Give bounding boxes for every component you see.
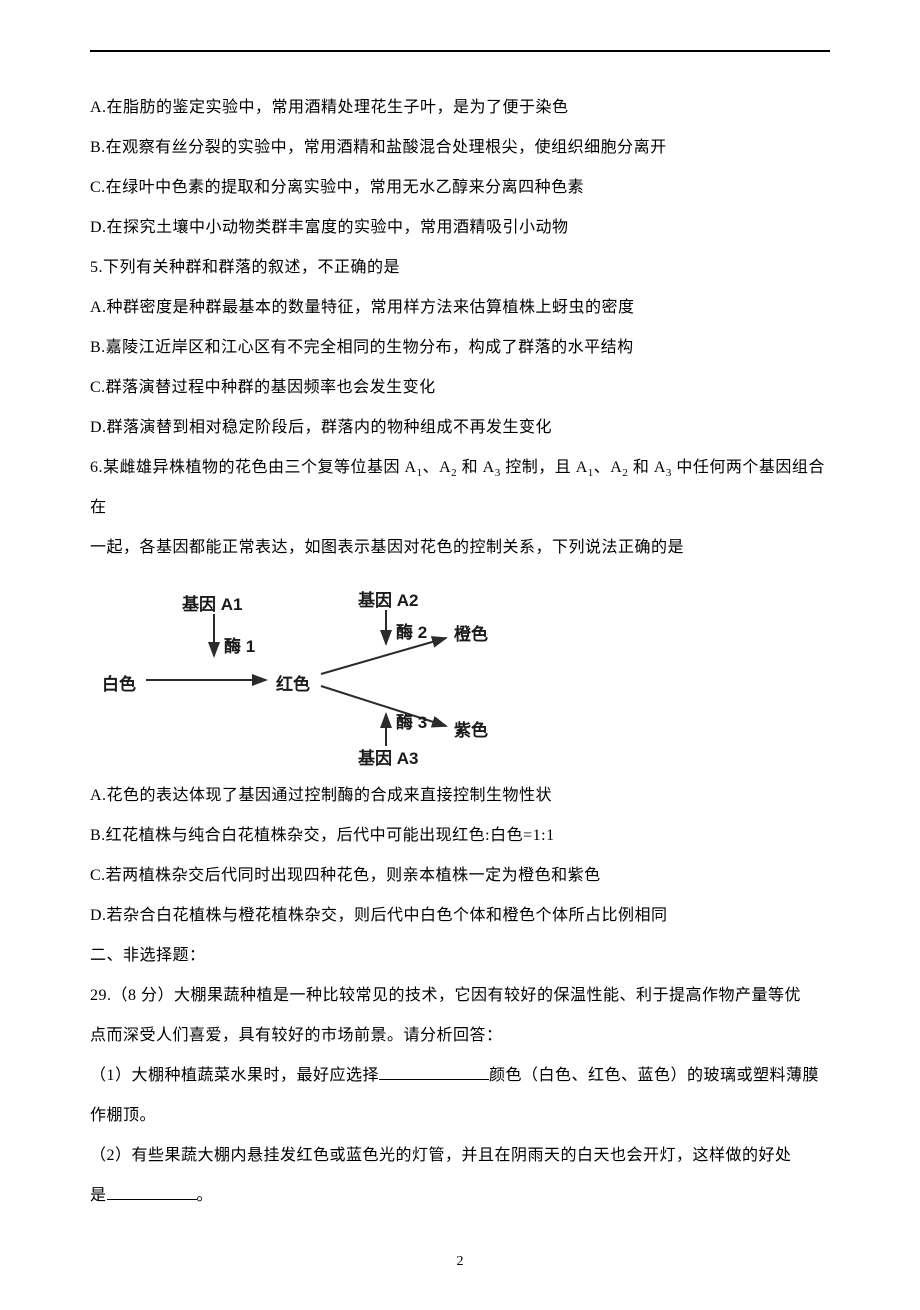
q4-option-d: D.在探究土壤中小动物类群丰富度的实验中，常用酒精吸引小动物 bbox=[90, 208, 830, 248]
label-enz1: 酶 1 bbox=[224, 632, 255, 657]
q5-option-d: D.群落演替到相对稳定阶段后，群落内的物种组成不再发生变化 bbox=[90, 408, 830, 448]
q5-option-a: A.种群密度是种群最基本的数量特征，常用样方法来估算植株上蚜虫的密度 bbox=[90, 288, 830, 328]
document-page: A.在脂肪的鉴定实验中，常用酒精处理花生子叶，是为了便于染色 B.在观察有丝分裂… bbox=[0, 0, 920, 1310]
q29-stem-line1: 29.（8 分）大棚果蔬种植是一种比较常见的技术，它因有较好的保温性能、利于提高… bbox=[90, 976, 830, 1016]
q6-option-d: D.若杂合白花植株与橙花植株杂交，则后代中白色个体和橙色个体所占比例相同 bbox=[90, 896, 830, 936]
q29-p2c: 。 bbox=[197, 1187, 214, 1204]
q6-stem-d: 控制，且 A bbox=[501, 459, 588, 476]
label-enz3: 酶 3 bbox=[396, 708, 427, 733]
q29-part1-line1: （1）大棚种植蔬菜水果时，最好应选择 颜色（白色、红色、蓝色）的玻璃或塑料薄膜 bbox=[90, 1056, 830, 1096]
label-white: 白色 bbox=[102, 670, 136, 695]
q29-part2-line2: 是。 bbox=[90, 1176, 830, 1216]
q6-stem-line1: 6.某雌雄异株植物的花色由三个复等位基因 A1、A2 和 A3 控制，且 A1、… bbox=[90, 448, 830, 528]
q29-p2b: 是 bbox=[90, 1187, 107, 1204]
label-gene-a2: 基因 A2 bbox=[358, 586, 418, 611]
label-gene-a1: 基因 A1 bbox=[182, 590, 242, 615]
label-enz2: 酶 2 bbox=[396, 618, 427, 643]
q29-part1-line2: 作棚顶。 bbox=[90, 1096, 830, 1136]
q4-option-b: B.在观察有丝分裂的实验中，常用酒精和盐酸混合处理根尖，使组织细胞分离开 bbox=[90, 128, 830, 168]
page-number: 2 bbox=[90, 1254, 830, 1270]
top-rule bbox=[90, 50, 830, 52]
q6-stem-b: 、A bbox=[423, 459, 452, 476]
q4-option-a: A.在脂肪的鉴定实验中，常用酒精处理花生子叶，是为了便于染色 bbox=[90, 88, 830, 128]
label-red: 红色 bbox=[276, 670, 310, 695]
q4-option-c: C.在绿叶中色素的提取和分离实验中，常用无水乙醇来分离四种色素 bbox=[90, 168, 830, 208]
q6-stem-c: 和 A bbox=[457, 459, 495, 476]
label-purple: 紫色 bbox=[454, 716, 488, 741]
q5-option-c: C.群落演替过程中种群的基因频率也会发生变化 bbox=[90, 368, 830, 408]
label-orange: 橙色 bbox=[454, 620, 488, 645]
q29-stem-line2: 点而深受人们喜爱，具有较好的市场前景。请分析回答： bbox=[90, 1016, 830, 1056]
section-2-heading: 二、非选择题： bbox=[90, 936, 830, 976]
blank-color bbox=[379, 1063, 489, 1080]
q6-stem-e: 、A bbox=[594, 459, 623, 476]
q6-option-c: C.若两植株杂交后代同时出现四种花色，则亲本植株一定为橙色和紫色 bbox=[90, 856, 830, 896]
q5-stem: 5.下列有关种群和群落的叙述，不正确的是 bbox=[90, 248, 830, 288]
q6-stem-line2: 一起，各基因都能正常表达，如图表示基因对花色的控制关系，下列说法正确的是 bbox=[90, 528, 830, 568]
q5-option-b: B.嘉陵江近岸区和江心区有不完全相同的生物分布，构成了群落的水平结构 bbox=[90, 328, 830, 368]
q6-stem-a: 6.某雌雄异株植物的花色由三个复等位基因 A bbox=[90, 459, 417, 476]
q29-part2-line1: （2）有些果蔬大棚内悬挂发红色或蓝色光的灯管，并且在阴雨天的白天也会开灯，这样做… bbox=[90, 1136, 830, 1176]
q29-p1a: （1）大棚种植蔬菜水果时，最好应选择 bbox=[90, 1067, 379, 1084]
q29-p1b: 颜色（白色、红色、蓝色）的玻璃或塑料薄膜 bbox=[489, 1067, 819, 1084]
q6-stem-f: 和 A bbox=[628, 459, 666, 476]
arrow-red-orange bbox=[321, 638, 446, 674]
label-gene-a3: 基因 A3 bbox=[358, 744, 418, 769]
blank-benefit bbox=[107, 1183, 197, 1200]
gene-flow-diagram: 基因 A1 酶 1 白色 红色 基因 A2 酶 2 橙色 酶 3 紫色 基因 A… bbox=[96, 586, 516, 766]
arrow-red-purple bbox=[321, 686, 446, 726]
q6-option-b: B.红花植株与纯合白花植株杂交，后代中可能出现红色:白色=1:1 bbox=[90, 816, 830, 856]
q6-option-a: A.花色的表达体现了基因通过控制酶的合成来直接控制生物性状 bbox=[90, 776, 830, 816]
